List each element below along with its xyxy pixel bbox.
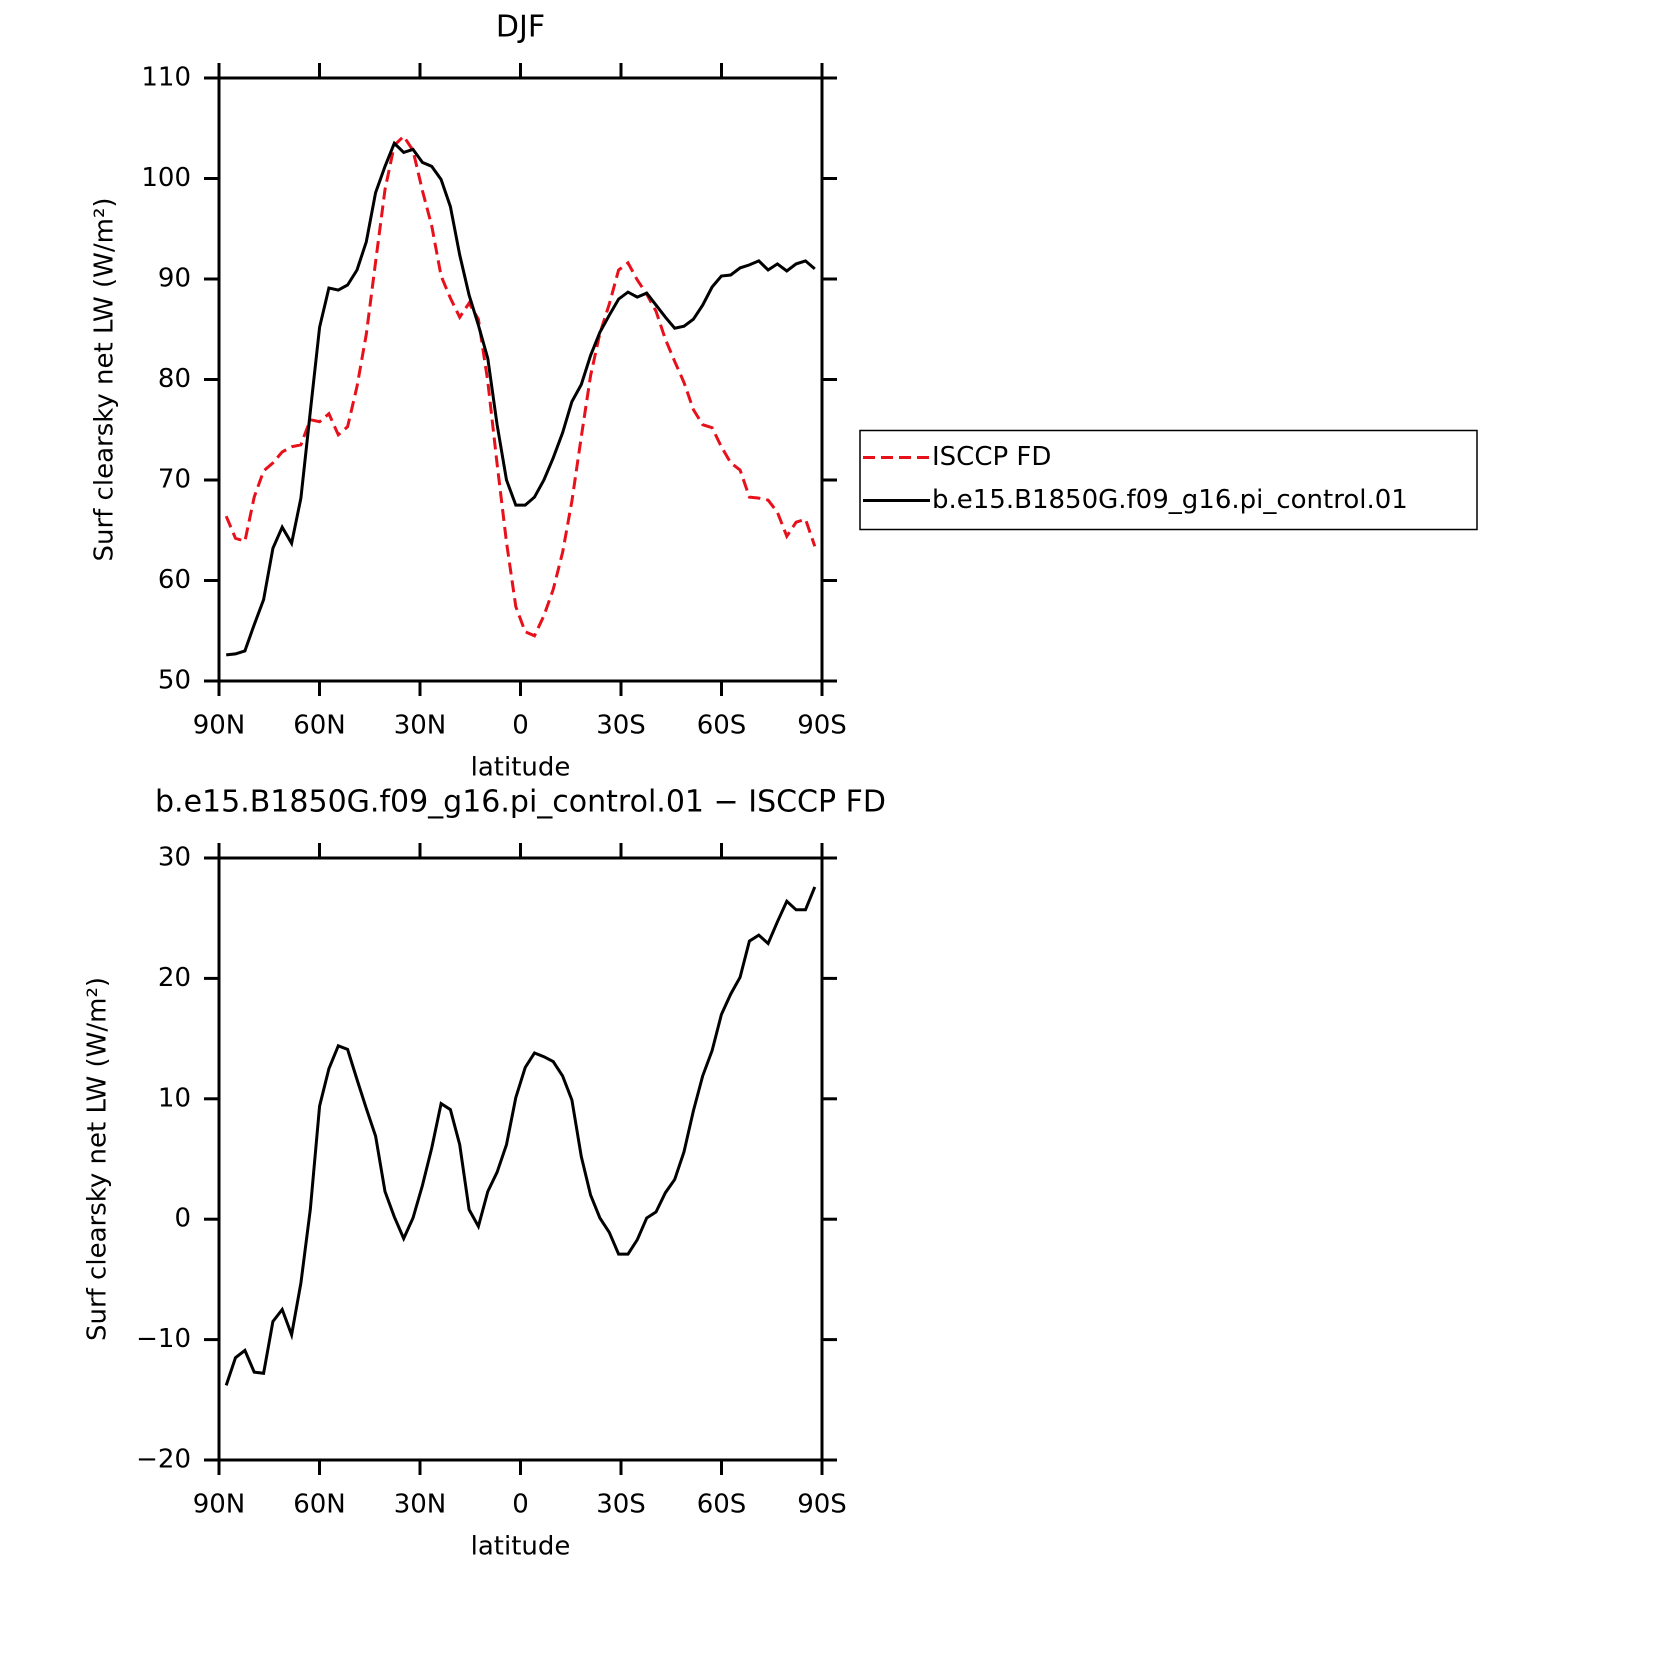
legend-label: ISCCP FD xyxy=(932,442,1051,472)
plot-frame xyxy=(217,76,824,683)
y-tick-label: −10 xyxy=(136,1324,191,1354)
x-tick-label: 0 xyxy=(512,711,529,741)
y-tick-label: 50 xyxy=(158,666,191,696)
x-tick-label: 90S xyxy=(797,711,847,741)
data-line xyxy=(224,886,817,1386)
y-tick-label: 100 xyxy=(141,163,191,193)
x-tick-label: 90N xyxy=(193,1490,246,1520)
y-tick-label: 20 xyxy=(158,963,191,993)
y-tick-label: 90 xyxy=(158,264,191,294)
x-tick-label: 90N xyxy=(193,711,246,741)
x-tick-label: 30N xyxy=(394,1490,447,1520)
chart-title: b.e15.B1850G.f09_g16.pi_control.01 − ISC… xyxy=(155,785,886,820)
y-axis-label: Surf clearsky net LW (W/m²) xyxy=(83,977,113,1341)
legend-box xyxy=(859,429,1478,531)
legend-label: b.e15.B1850G.f09_g16.pi_control.01 xyxy=(932,485,1408,515)
x-axis-label: latitude xyxy=(471,1532,571,1562)
x-tick-label: 90S xyxy=(797,1490,847,1520)
y-tick-label: 30 xyxy=(158,843,191,873)
y-tick-label: 0 xyxy=(174,1204,191,1234)
y-tick-label: 60 xyxy=(158,565,191,595)
y-tick-label: 70 xyxy=(158,465,191,495)
x-tick-label: 60N xyxy=(293,711,346,741)
data-line xyxy=(226,140,816,657)
y-tick-label: 10 xyxy=(158,1083,191,1113)
x-tick-label: 60N xyxy=(293,1490,346,1520)
y-tick-label: 110 xyxy=(141,63,191,93)
x-axis-label: latitude xyxy=(471,753,571,783)
data-line xyxy=(224,133,817,638)
x-tick-label: 30S xyxy=(596,1490,646,1520)
y-axis-label: Surf clearsky net LW (W/m²) xyxy=(90,197,120,561)
x-tick-label: 60S xyxy=(697,1490,747,1520)
x-tick-label: 60S xyxy=(697,711,747,741)
plot-frame xyxy=(217,856,824,1462)
x-tick-label: 0 xyxy=(512,1490,529,1520)
chart-title: DJF xyxy=(496,10,545,45)
x-tick-label: 30N xyxy=(394,711,447,741)
y-tick-label: −20 xyxy=(136,1445,191,1475)
y-tick-label: 80 xyxy=(158,364,191,394)
x-tick-label: 30S xyxy=(596,711,646,741)
